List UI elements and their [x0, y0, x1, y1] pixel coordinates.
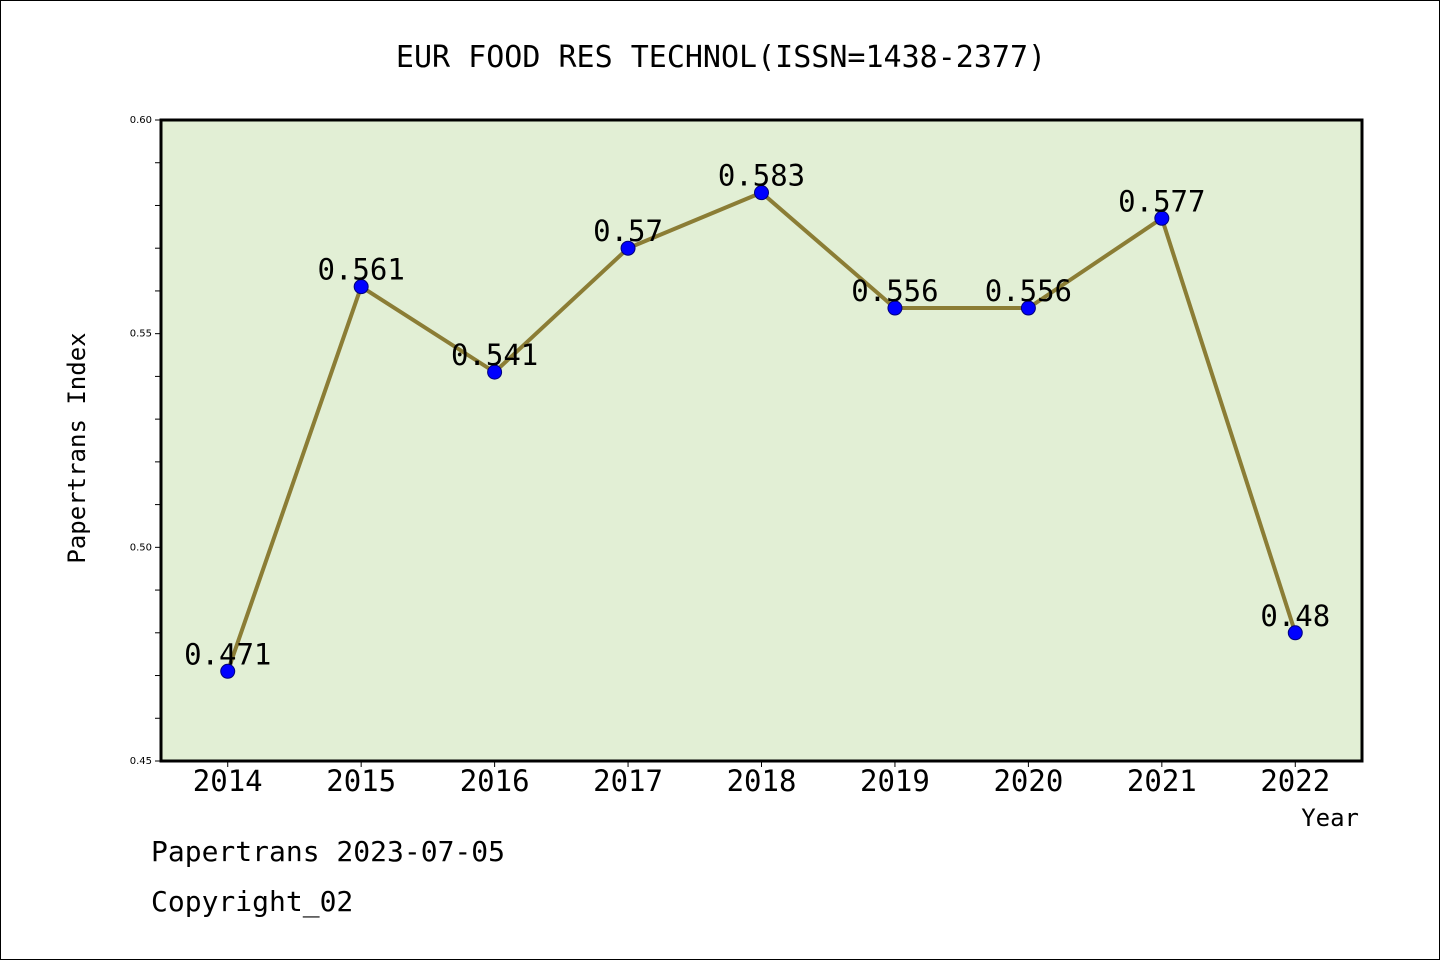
x-tick-label: 2014	[193, 764, 263, 798]
x-tick-label: 2020	[993, 764, 1063, 798]
footer-date-text: Papertrans 2023-07-05	[151, 835, 506, 868]
data-point	[1154, 210, 1170, 226]
data-point	[1020, 300, 1036, 316]
plot-area	[161, 120, 1362, 761]
data-point	[620, 240, 636, 256]
data-label: 0.561	[318, 253, 405, 287]
footer-copyright-text: Copyright_02	[151, 885, 354, 918]
x-tick-label: 2022	[1260, 764, 1330, 798]
data-label: 0.556	[985, 274, 1072, 308]
x-tick-label: 2019	[860, 764, 930, 798]
data-label: 0.48	[1260, 599, 1330, 633]
x-tick-label: 2021	[1127, 764, 1197, 798]
data-point	[487, 364, 503, 380]
data-label: 0.541	[451, 338, 538, 372]
data-label: 0.556	[851, 274, 938, 308]
data-point	[887, 300, 903, 316]
data-label: 0.471	[184, 637, 271, 671]
data-labels: 0.471 0.561 0.541 0.57 0.583 0.556 0.556 0.577 0…	[184, 159, 1330, 672]
x-tick-label: 2018	[727, 764, 797, 798]
y-tick-label: 0.55	[130, 329, 152, 340]
y-tick-label: 0.60	[130, 115, 152, 126]
data-point	[754, 185, 769, 201]
y-tick-label: 0.45	[130, 756, 152, 767]
x-tick-label: 2016	[460, 764, 530, 798]
y-tick-labels: 0.45 0.50 0.55 0.60	[130, 115, 152, 767]
data-point	[220, 663, 236, 679]
y-axis-label: Papertrans Index	[63, 332, 91, 563]
y-tick-label: 0.50	[130, 542, 152, 553]
x-tick-label: 2017	[593, 764, 663, 798]
x-tick-labels: 2014 2015 2016 2017 2018 2019 2020 2021 2022	[193, 764, 1330, 798]
plot-frame	[159, 118, 1364, 763]
chart-title: EUR FOOD RES TECHNOL(ISSN=1438-2377)	[396, 40, 1046, 75]
data-point	[353, 279, 369, 295]
data-label: 0.583	[718, 159, 805, 193]
data-points	[220, 185, 1303, 679]
data-label: 0.577	[1118, 184, 1205, 218]
x-axis-label: Year	[1301, 804, 1359, 832]
data-point	[1287, 625, 1303, 641]
data-label: 0.57	[593, 214, 663, 248]
x-tick-label: 2015	[326, 764, 396, 798]
